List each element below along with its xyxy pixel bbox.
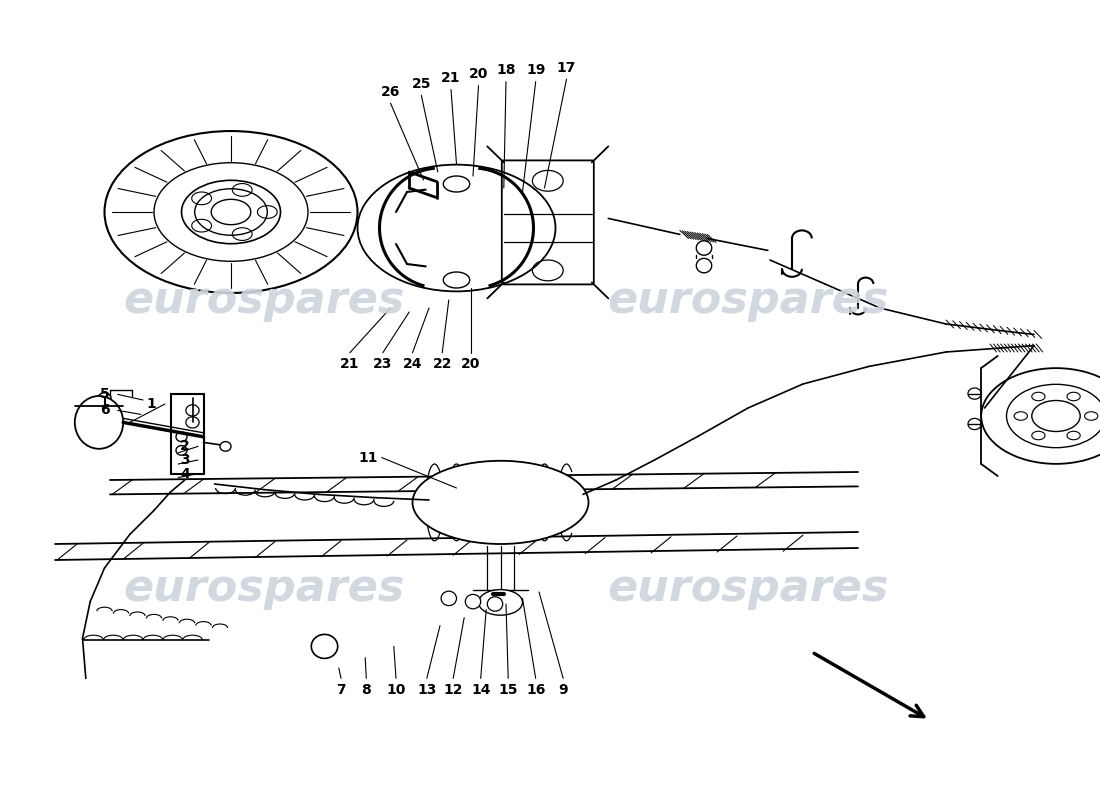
Text: 2: 2 bbox=[180, 439, 189, 454]
Text: 22: 22 bbox=[432, 357, 452, 371]
Text: 21: 21 bbox=[441, 71, 461, 86]
Ellipse shape bbox=[487, 597, 503, 611]
Ellipse shape bbox=[478, 590, 522, 615]
Ellipse shape bbox=[412, 461, 588, 544]
Text: 17: 17 bbox=[557, 61, 576, 75]
Text: eurospares: eurospares bbox=[123, 566, 405, 610]
Text: eurospares: eurospares bbox=[607, 278, 889, 322]
Text: 18: 18 bbox=[496, 63, 516, 78]
Text: 16: 16 bbox=[526, 682, 546, 697]
Text: 4: 4 bbox=[180, 466, 189, 481]
Text: 24: 24 bbox=[403, 357, 422, 371]
Text: 10: 10 bbox=[386, 682, 406, 697]
Text: 26: 26 bbox=[381, 85, 400, 99]
Text: 3: 3 bbox=[180, 453, 189, 467]
Text: 12: 12 bbox=[443, 682, 463, 697]
Text: 9: 9 bbox=[559, 682, 568, 697]
Text: eurospares: eurospares bbox=[123, 278, 405, 322]
Text: 20: 20 bbox=[461, 357, 481, 371]
Ellipse shape bbox=[311, 634, 338, 658]
Text: 15: 15 bbox=[498, 682, 518, 697]
Text: 8: 8 bbox=[362, 682, 371, 697]
Text: 25: 25 bbox=[411, 77, 431, 91]
Text: 19: 19 bbox=[526, 63, 546, 78]
Text: 11: 11 bbox=[359, 450, 378, 465]
Text: 7: 7 bbox=[337, 682, 345, 697]
Text: 23: 23 bbox=[373, 357, 393, 371]
Ellipse shape bbox=[441, 591, 456, 606]
Ellipse shape bbox=[465, 594, 481, 609]
Text: 1: 1 bbox=[147, 397, 156, 411]
Text: 21: 21 bbox=[340, 357, 360, 371]
Text: 13: 13 bbox=[417, 682, 437, 697]
Text: 5: 5 bbox=[100, 387, 109, 402]
Text: 6: 6 bbox=[100, 403, 109, 418]
Text: 20: 20 bbox=[469, 67, 488, 82]
Ellipse shape bbox=[75, 396, 123, 449]
Text: eurospares: eurospares bbox=[607, 566, 889, 610]
Text: 14: 14 bbox=[471, 682, 491, 697]
